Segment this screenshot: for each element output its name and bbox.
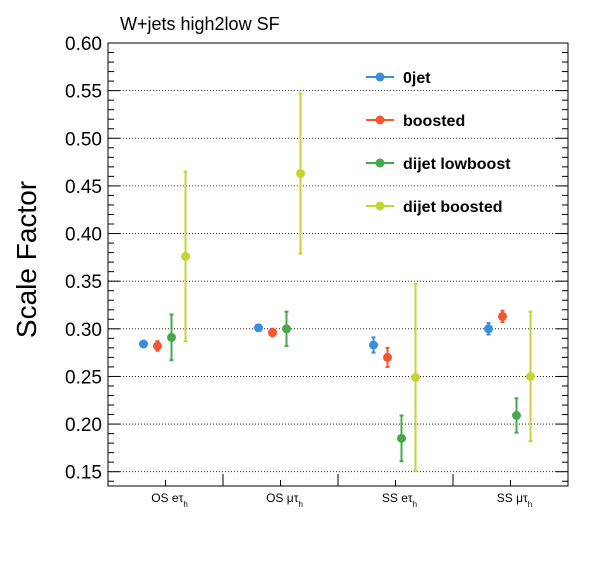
data-point <box>254 323 263 333</box>
y-tick-label: 0.25 <box>65 367 102 388</box>
grid-lines <box>108 42 568 473</box>
data-point <box>139 339 148 349</box>
legend-label: dijet lowboost <box>403 156 511 173</box>
data-point <box>397 433 406 443</box>
legend: 0jet boosted dijet lowboost dijet boosted <box>366 70 511 216</box>
plot-frame <box>107 42 569 487</box>
data-point <box>268 328 277 338</box>
data-point <box>181 251 190 261</box>
data-point <box>153 341 162 351</box>
series-0jet <box>139 322 493 354</box>
y-tick-label: 0.15 <box>65 463 102 484</box>
y-tick-label: 0.45 <box>65 177 102 198</box>
legend-marker <box>375 115 385 125</box>
x-tick-label: OS eτh <box>151 491 188 509</box>
data-point <box>167 332 176 342</box>
legend-label: 0jet <box>403 70 431 87</box>
y-tick-label: 0.35 <box>65 272 102 293</box>
legend-label: dijet boosted <box>403 199 503 216</box>
x-tick-label: SS eτh <box>382 491 417 509</box>
y-axis-label: Scale Factor <box>11 181 42 338</box>
legend-marker <box>375 72 385 82</box>
series-boosted <box>153 309 507 368</box>
y-tick-label: 0.50 <box>65 129 102 150</box>
chart-title: W+jets high2low SF <box>120 14 280 34</box>
y-tick-label: 0.30 <box>65 320 102 341</box>
y-tick-label: 0.55 <box>65 82 102 103</box>
data-point <box>526 371 535 381</box>
data-point <box>484 324 493 334</box>
data-point <box>383 352 392 362</box>
data-points <box>139 92 535 472</box>
y-tick-label: 0.20 <box>65 415 102 436</box>
y-tick-label: 0.40 <box>65 225 102 246</box>
data-point <box>512 411 521 421</box>
x-tick-label: OS μτh <box>266 491 303 509</box>
data-point <box>498 311 507 321</box>
data-point <box>411 372 420 382</box>
data-point <box>282 324 291 334</box>
data-point <box>296 169 305 179</box>
data-point <box>369 340 378 350</box>
legend-label: boosted <box>403 113 465 130</box>
axes: 0.15 0.20 0.25 0.30 0.35 0.40 0.45 0.50 0.55 0.60… <box>65 34 569 509</box>
series-dijet-boosted <box>181 92 535 472</box>
legend-marker <box>375 201 385 211</box>
x-tick-label: SS μτh <box>497 491 532 509</box>
series-dijet-lowboost <box>167 310 521 463</box>
legend-marker <box>375 158 385 168</box>
y-tick-label: 0.60 <box>65 34 102 55</box>
